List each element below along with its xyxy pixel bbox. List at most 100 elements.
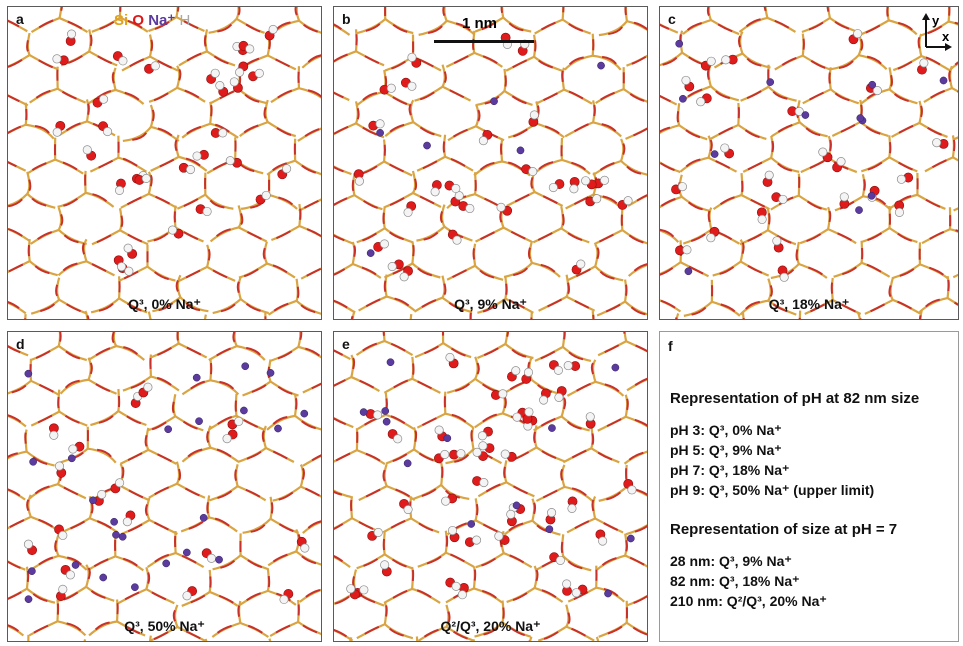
o-segment [111, 71, 115, 84]
hydrogen-atom [528, 167, 538, 177]
si-o-bond [592, 54, 622, 71]
o-segment [93, 558, 109, 568]
si-o-bond [233, 332, 238, 347]
o-segment [120, 215, 124, 228]
panel-f: f Representation of pH at 82 nm size pH … [659, 331, 959, 642]
o-segment [865, 24, 881, 34]
ph-line-3: pH 7: Q³, 18% Na⁺ [670, 462, 790, 478]
o-segment [184, 487, 200, 497]
si-o-bond [238, 262, 268, 279]
si-o-bond [176, 86, 206, 103]
o-segment [568, 23, 584, 32]
hydrogen-atom [452, 235, 462, 245]
si-o-bond [830, 88, 860, 105]
si-o-bond [8, 193, 29, 207]
o-segment [66, 622, 82, 632]
o-segment [178, 68, 182, 81]
sodium-ion [611, 363, 620, 372]
hydrogen-atom [123, 243, 133, 253]
si-o-bond [888, 88, 918, 105]
si-o-bond [115, 555, 145, 572]
o-segment [763, 7, 767, 12]
o-segment [311, 454, 321, 462]
panel-label-a: a [16, 11, 24, 27]
si-o-bond [767, 16, 797, 33]
o-segment [277, 386, 293, 395]
si-o-bond [625, 127, 647, 140]
atom-layer [52, 24, 292, 276]
si-o-bond [85, 585, 115, 602]
si-o-bond [150, 342, 180, 359]
o-segment [392, 589, 408, 599]
o-segment [151, 421, 167, 431]
hydrogen-atom [52, 127, 62, 137]
hydrogen-atom [451, 183, 461, 194]
o-segment [416, 589, 432, 599]
si-o-bond [208, 516, 238, 533]
o-segment [512, 59, 528, 69]
o-segment [183, 20, 199, 30]
o-segment [606, 491, 622, 501]
o-segment [304, 128, 320, 137]
o-segment [237, 7, 241, 16]
o-segment [422, 160, 438, 170]
si-o-bond [737, 124, 767, 141]
o-segment [571, 161, 587, 171]
o-segment [530, 177, 534, 189]
o-segment [442, 7, 446, 17]
o-segment [863, 179, 866, 191]
o-segment [535, 569, 539, 582]
si-o-bond [859, 121, 889, 138]
o-segment [540, 21, 556, 31]
o-segment [217, 490, 233, 500]
si-o-bond [234, 463, 239, 487]
o-segment [8, 624, 20, 632]
sodium-ion [403, 459, 412, 468]
o-segment [563, 397, 567, 410]
o-segment [122, 157, 138, 167]
si-o-bond [178, 50, 208, 67]
o-segment [95, 383, 111, 393]
o-segment [35, 89, 51, 99]
si-o-bond [352, 262, 382, 279]
o-segment [893, 93, 909, 103]
si-o-bond [561, 7, 565, 20]
o-segment [296, 286, 300, 299]
sodium-ion [24, 595, 33, 604]
o-segment [395, 488, 411, 498]
o-segment [98, 415, 114, 424]
si-o-bond [181, 446, 211, 463]
o-segment [485, 483, 501, 493]
si-o-bond [29, 483, 59, 500]
hydrogen-atom [896, 174, 906, 184]
si-o-bond [595, 636, 600, 641]
si-o-bond [445, 448, 475, 465]
o-segment [806, 233, 822, 243]
o-segment [598, 233, 614, 243]
o-segment [826, 7, 830, 12]
panel-a: a Si O Na⁺ H Q³, 0% Na⁺ [7, 6, 322, 320]
o-segment [212, 269, 228, 279]
o-segment [147, 572, 151, 584]
o-segment [214, 517, 230, 527]
o-segment [634, 524, 647, 533]
hydrogen-atom [68, 444, 78, 454]
sodium-ion [490, 97, 498, 106]
hydrogen-atom [454, 191, 464, 201]
o-segment [452, 269, 467, 279]
o-segment [660, 299, 676, 309]
si-o-bond [173, 604, 179, 628]
si-o-bond [354, 101, 359, 124]
o-segment [709, 139, 713, 152]
si-o-bond [503, 552, 533, 569]
hydrogen-atom [141, 173, 151, 183]
o-segment [34, 485, 50, 495]
o-segment [477, 109, 481, 122]
hydrogen-atom [772, 236, 782, 246]
hydrogen-atom [82, 145, 92, 155]
o-segment [305, 487, 320, 497]
si-o-bond [441, 64, 446, 88]
si-o-bond [411, 587, 441, 604]
o-segment [276, 230, 291, 240]
o-segment [676, 111, 680, 123]
